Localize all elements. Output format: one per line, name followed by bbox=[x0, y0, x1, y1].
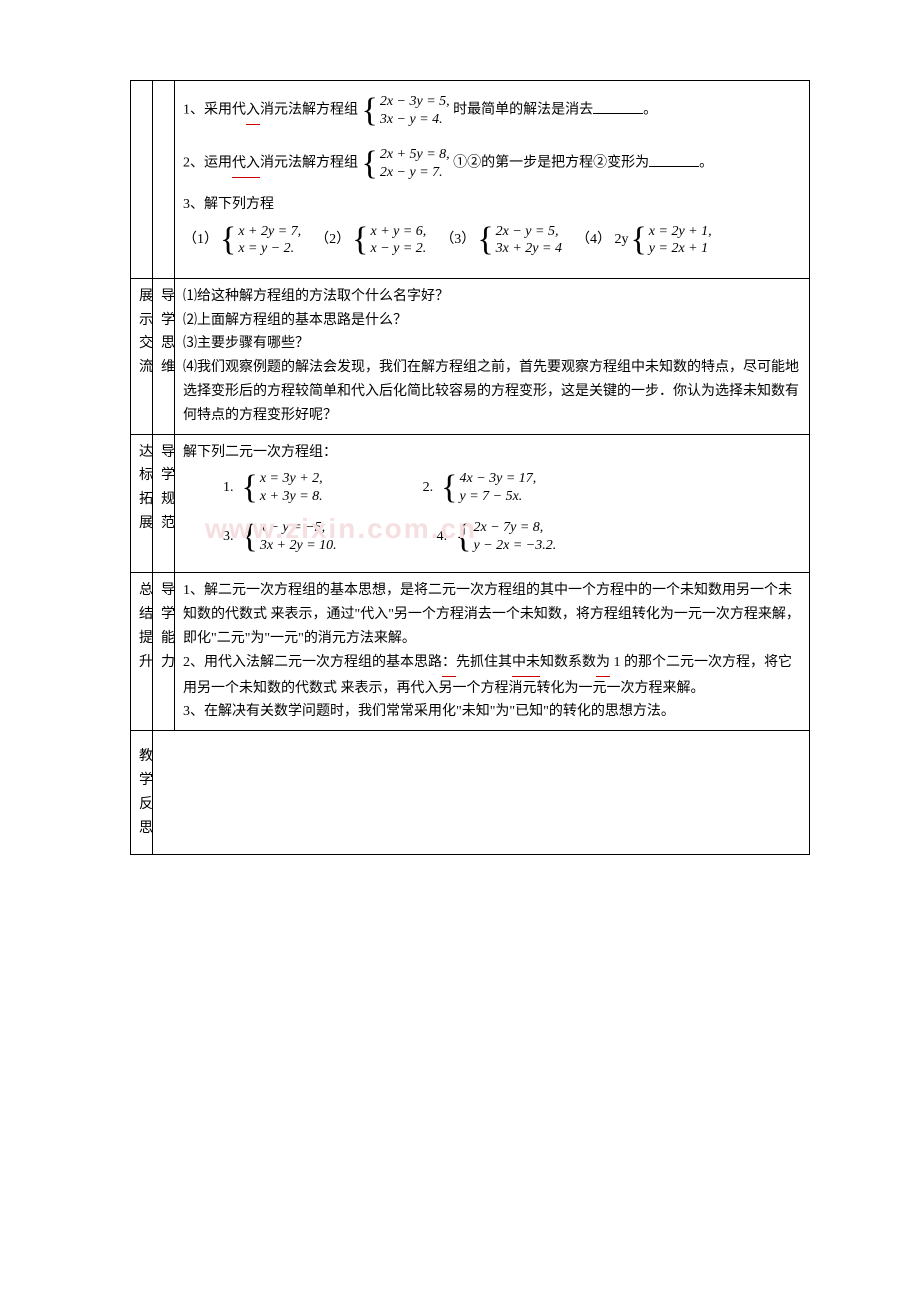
r2-p1: ⑴给这种解方程组的方法取个什么名字好？ bbox=[183, 285, 801, 309]
r3-2: 2. { 4x − 3y = 17, y = 7 − 5x. bbox=[423, 470, 537, 505]
r5-c1: 教学反思 bbox=[131, 731, 153, 855]
q2-tail: ①②的第一步是把方程②变形为 bbox=[453, 156, 649, 171]
q1-blank[interactable] bbox=[593, 101, 643, 114]
row-top-label-b bbox=[153, 81, 175, 279]
r2-p2: ⑵上面解方程组的基本思路是什么？ bbox=[183, 309, 801, 333]
q3-4: （4） 2y { x = 2y + 1, y = 2x + 1 bbox=[576, 223, 712, 258]
r4-p3: 3、在解决有关数学问题时，我们常常采用化"未知"为"已知"的转化的思想方法。 bbox=[183, 700, 801, 724]
q1-red: 入 bbox=[246, 99, 260, 125]
q2-end: 。 bbox=[699, 156, 713, 171]
q1-l1: 2x − 3y = 5, bbox=[380, 93, 450, 111]
r3-3: 3. { x − y = −5, 3x + 2y = 10. bbox=[223, 519, 337, 554]
q2-pre: 2、运用 bbox=[183, 156, 232, 171]
r4-p1: 1、解二元一次方程组的基本思想，是将二元一次方程组的其中一个方程中的一个未知数用… bbox=[183, 579, 801, 650]
q3-1: （1） { x + 2y = 7, x = y − 2. bbox=[183, 223, 301, 258]
r4-content: 1、解二元一次方程组的基本思想，是将二元一次方程组的其中一个方程中的一个未知数用… bbox=[175, 573, 810, 731]
r3-title: 解下列二元一次方程组： bbox=[183, 441, 801, 465]
q3-options: （1） { x + 2y = 7, x = y − 2. （2） { x + y… bbox=[183, 223, 801, 258]
page: 1、采用代入消元法解方程组 { 2x − 3y = 5, 3x − y = 4.… bbox=[0, 0, 920, 915]
r2-p3: ⑶主要步骤有哪些？ bbox=[183, 332, 801, 356]
r2-p4: ⑷我们观察例题的解法会发现，我们在解方程组之前，首先要观察方程组中未知数的特点，… bbox=[183, 356, 801, 427]
r2-c2: 导学思维 bbox=[153, 278, 175, 434]
q2: 2、运用代入消元法解方程组 { 2x + 5y = 8, 2x − y = 7.… bbox=[183, 146, 801, 181]
row-top-content: 1、采用代入消元法解方程组 { 2x − 3y = 5, 3x − y = 4.… bbox=[175, 81, 810, 279]
r2-content: ⑴给这种解方程组的方法取个什么名字好？ ⑵上面解方程组的基本思路是什么？ ⑶主要… bbox=[175, 278, 810, 434]
r3-4: 4. { 2x − 7y = 8, y − 2x = −3.2. bbox=[437, 519, 557, 554]
row-discuss: 展示交流 导学思维 ⑴给这种解方程组的方法取个什么名字好？ ⑵上面解方程组的基本… bbox=[131, 278, 810, 434]
row-reflection: 教学反思 bbox=[131, 731, 810, 855]
q3-3: （3） { 2x − y = 5, 3x + 2y = 4 bbox=[440, 223, 562, 258]
q1-mid: 消元法解方程组 bbox=[260, 103, 358, 118]
r4-c1: 总结提升 bbox=[131, 573, 153, 731]
r4-c2: 导学能力 bbox=[153, 573, 175, 731]
q2-l1: 2x + 5y = 8, bbox=[380, 146, 450, 164]
q2-blank[interactable] bbox=[649, 154, 699, 167]
q1-tail: 时最简单的解法是消去 bbox=[453, 103, 593, 118]
r3-c1: 达标拓展 bbox=[131, 434, 153, 573]
r3-1: 1. { x = 3y + 2, x + 3y = 8. bbox=[223, 470, 323, 505]
r5-content bbox=[153, 731, 810, 855]
r3-line2: 3. { x − y = −5, 3x + 2y = 10. 4. { 2x −… bbox=[183, 519, 801, 554]
q2-l2: 2x − y = 7. bbox=[380, 164, 450, 182]
row-summary: 总结提升 导学能力 1、解二元一次方程组的基本思想，是将二元一次方程组的其中一个… bbox=[131, 573, 810, 731]
row-top-label-a bbox=[131, 81, 153, 279]
r3-c2: 导学规范 bbox=[153, 434, 175, 573]
q1-l2: 3x − y = 4. bbox=[380, 111, 450, 129]
q2-mid: 消元法解方程组 bbox=[260, 156, 358, 171]
q1-system: { 2x − 3y = 5, 3x − y = 4. bbox=[362, 93, 450, 128]
q2-system: { 2x + 5y = 8, 2x − y = 7. bbox=[362, 146, 450, 181]
q2-red: 代入 bbox=[232, 152, 260, 178]
row-top: 1、采用代入消元法解方程组 { 2x − 3y = 5, 3x − y = 4.… bbox=[131, 81, 810, 279]
q1: 1、采用代入消元法解方程组 { 2x − 3y = 5, 3x − y = 4.… bbox=[183, 93, 801, 128]
document-table: 1、采用代入消元法解方程组 { 2x − 3y = 5, 3x − y = 4.… bbox=[130, 80, 810, 855]
r3-line1: 1. { x = 3y + 2, x + 3y = 8. 2. { 4x − 3… bbox=[183, 470, 801, 505]
q1-end: 。 bbox=[643, 103, 657, 118]
r4-p2: 2、用代入法解二元一次方程组的基本思路：先抓住其中未知数系数为 1 的那个二元一… bbox=[183, 651, 801, 701]
r2-c1: 展示交流 bbox=[131, 278, 153, 434]
q3: 3、解下列方程 bbox=[183, 193, 801, 217]
q3-2: （2） { x + y = 6, x − y = 2. bbox=[315, 223, 426, 258]
r3-content: 解下列二元一次方程组： 1. { x = 3y + 2, x + 3y = 8.… bbox=[175, 434, 810, 573]
q1-pre: 1、采用代 bbox=[183, 103, 246, 118]
row-practice: 达标拓展 导学规范 解下列二元一次方程组： 1. { x = 3y + 2, x… bbox=[131, 434, 810, 573]
